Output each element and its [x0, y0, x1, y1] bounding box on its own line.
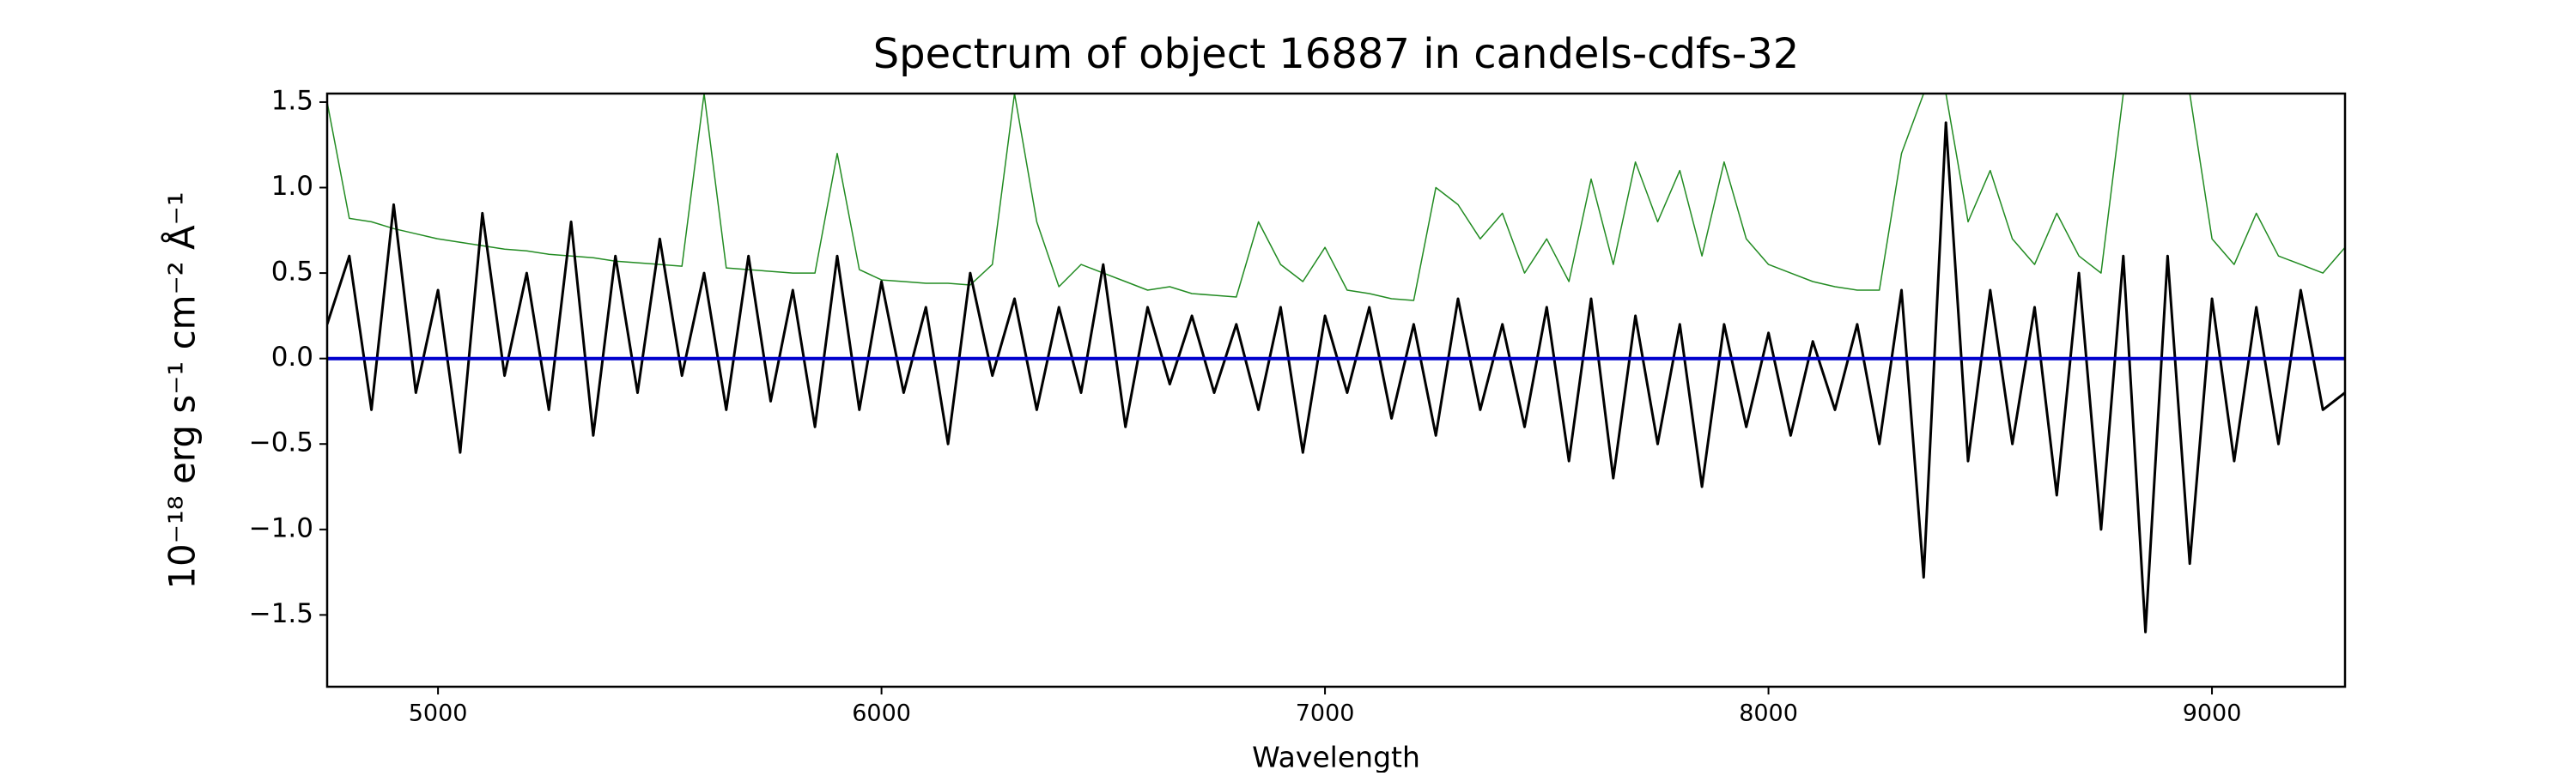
plot-area — [327, 94, 2345, 634]
y-tick-label: −0.5 — [249, 427, 313, 458]
chart-title: Spectrum of object 16887 in candels-cdfs… — [873, 30, 1800, 78]
x-tick-label: 9000 — [2183, 700, 2242, 727]
spectrum-line — [327, 94, 2345, 301]
y-tick-label: −1.5 — [249, 598, 313, 629]
y-tick-label: 1.0 — [271, 171, 313, 202]
x-tick-label: 6000 — [852, 700, 911, 727]
x-axis-label: Wavelength — [1252, 741, 1420, 773]
x-tick-label: 7000 — [1296, 700, 1355, 727]
y-tick-label: −1.0 — [249, 512, 313, 543]
y-axis-label: 10⁻¹⁸ erg s⁻¹ cm⁻² Å⁻¹ — [161, 191, 204, 589]
x-tick-label: 8000 — [1739, 700, 1798, 727]
y-tick-label: 1.5 — [271, 85, 313, 116]
x-tick-label: 5000 — [409, 700, 468, 727]
y-tick-label: 0.0 — [271, 342, 313, 373]
spectrum-line — [327, 121, 2345, 634]
plot-frame — [325, 92, 2347, 688]
y-tick-label: 0.5 — [271, 257, 313, 288]
